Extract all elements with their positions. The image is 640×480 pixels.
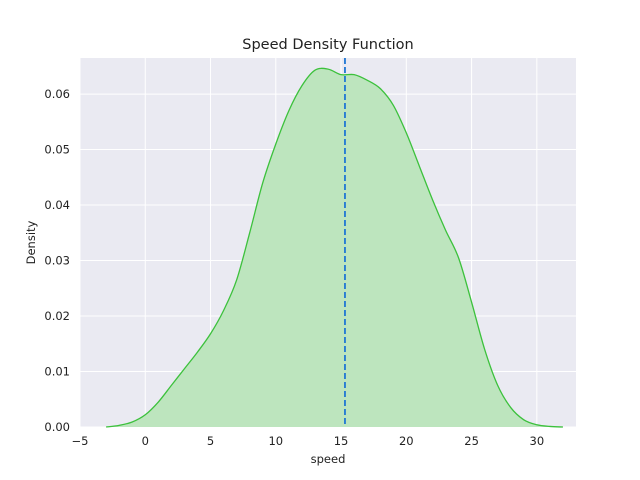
density-series <box>106 58 563 428</box>
x-axis-label: speed <box>311 452 346 466</box>
y-tick-label: 0.05 <box>44 143 70 157</box>
x-tick-label: −5 <box>72 434 89 448</box>
x-tick-label: 30 <box>530 434 545 448</box>
y-tick-label: 0.04 <box>44 198 70 212</box>
y-tick-label: 0.02 <box>44 309 70 323</box>
y-tick-label: 0.03 <box>44 254 70 268</box>
x-axis-ticks: −5 0 5 10 15 20 25 30 <box>72 434 545 448</box>
density-fill <box>106 68 563 427</box>
y-axis-ticks: 0.00 0.01 0.02 0.03 0.04 0.05 0.06 <box>44 87 70 434</box>
x-tick-label: 10 <box>268 434 283 448</box>
x-tick-label: 15 <box>334 434 349 448</box>
chart-title: Speed Density Function <box>242 37 413 53</box>
y-tick-label: 0.01 <box>44 365 70 379</box>
y-tick-label: 0.06 <box>44 87 70 101</box>
y-tick-label: 0.00 <box>44 420 70 434</box>
x-tick-label: 5 <box>207 434 214 448</box>
x-tick-label: 20 <box>399 434 414 448</box>
x-tick-label: 0 <box>142 434 149 448</box>
density-line <box>106 67 563 428</box>
x-tick-label: 25 <box>464 434 479 448</box>
y-axis-label: Density <box>24 220 38 264</box>
